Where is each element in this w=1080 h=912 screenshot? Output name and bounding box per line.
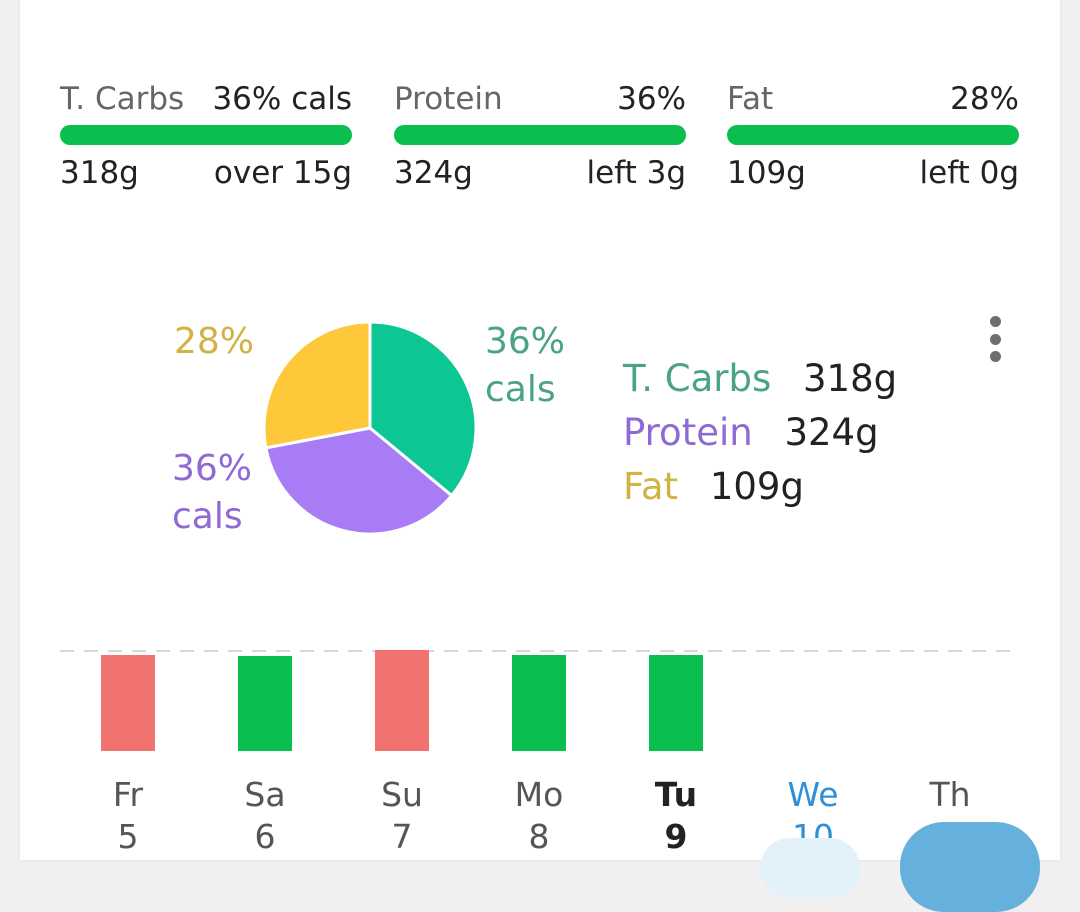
day-name: Fr (112, 775, 144, 814)
macro-delta: left 0g (919, 155, 1019, 191)
pie-slice-fat (262, 320, 372, 450)
macro-carbs: T. Carbs 36% cals 318g over 15g (60, 78, 352, 194)
day-date: 5 (117, 817, 139, 856)
day-name: Sa (244, 775, 286, 814)
legend-label: T. Carbs (623, 357, 772, 400)
day-name: We (787, 775, 839, 814)
more-vert-icon[interactable] (980, 316, 1010, 362)
day-th[interactable]: Th (905, 774, 995, 816)
pie-slice-carbs (368, 320, 478, 498)
legend-label: Protein (623, 411, 753, 454)
legend-value: 324g (784, 411, 879, 454)
day-date: 7 (391, 817, 413, 856)
day-bar[interactable] (238, 656, 292, 751)
secondary-fab[interactable] (760, 838, 860, 898)
pie-label-carbs: 36% cals (485, 318, 565, 414)
pie-label-protein-unit: cals (172, 496, 243, 537)
pie-label-carbs-percent: 36% (485, 321, 566, 362)
macro-delta: left 3g (586, 155, 686, 191)
day-name: Th (929, 775, 971, 814)
day-name: Su (381, 775, 423, 814)
menu-dot (989, 351, 1001, 362)
day-name: Mo (514, 775, 564, 814)
pie-label-protein-percent: 36% (172, 448, 253, 489)
macro-name: T. Carbs (60, 81, 185, 117)
add-button[interactable] (900, 822, 1040, 912)
menu-dot (989, 316, 1001, 327)
macro-delta: over 15g (213, 155, 352, 191)
day-date: 8 (528, 817, 550, 856)
macro-percent: 28% (950, 81, 1019, 117)
legend-item-fat: Fat 109g (623, 460, 897, 514)
macro-percent: 36% cals (212, 81, 352, 117)
daily-bar-chart (60, 650, 1010, 751)
day-date: 9 (664, 817, 688, 856)
progress-bar (394, 125, 686, 145)
day-bar[interactable] (512, 655, 566, 751)
day-mo[interactable]: Mo 8 (494, 774, 584, 858)
day-bar[interactable] (101, 655, 155, 751)
legend-value: 318g (802, 357, 898, 400)
progress-bar (60, 125, 352, 145)
legend-item-protein: Protein 324g (623, 406, 897, 460)
macro-grams: 109g (727, 155, 806, 191)
day-bar[interactable] (649, 655, 703, 751)
progress-bar (727, 125, 1019, 145)
macro-fat: Fat 28% 109g left 0g (727, 78, 1019, 194)
macro-percent: 36% (617, 81, 686, 117)
pie-label-protein: 36% cals (172, 445, 252, 541)
pie-label-fat: 28% (174, 318, 254, 366)
macro-name: Protein (394, 81, 503, 117)
day-su[interactable]: Su 7 (357, 774, 447, 858)
menu-dot (989, 333, 1001, 345)
macro-protein: Protein 36% 324g left 3g (394, 78, 686, 194)
macro-legend: T. Carbs 318g Protein 324g Fat 109g (623, 352, 897, 514)
pie-label-fat-percent: 28% (174, 321, 255, 362)
macro-grams: 324g (394, 155, 473, 191)
pie-slice-protein (264, 426, 454, 536)
macro-grams: 318g (60, 155, 139, 191)
day-sa[interactable]: Sa 6 (220, 774, 310, 858)
day-fr[interactable]: Fr 5 (83, 774, 173, 858)
legend-item-carbs: T. Carbs 318g (623, 352, 897, 406)
legend-label: Fat (623, 465, 679, 508)
day-tu[interactable]: Tu 9 (631, 774, 721, 858)
macro-name: Fat (727, 81, 774, 117)
day-bar[interactable] (375, 650, 429, 751)
day-date: 6 (254, 817, 276, 856)
pie-label-carbs-unit: cals (485, 369, 556, 410)
day-name: Tu (654, 775, 698, 814)
legend-value: 109g (709, 465, 804, 508)
macro-pie-chart (262, 320, 478, 536)
